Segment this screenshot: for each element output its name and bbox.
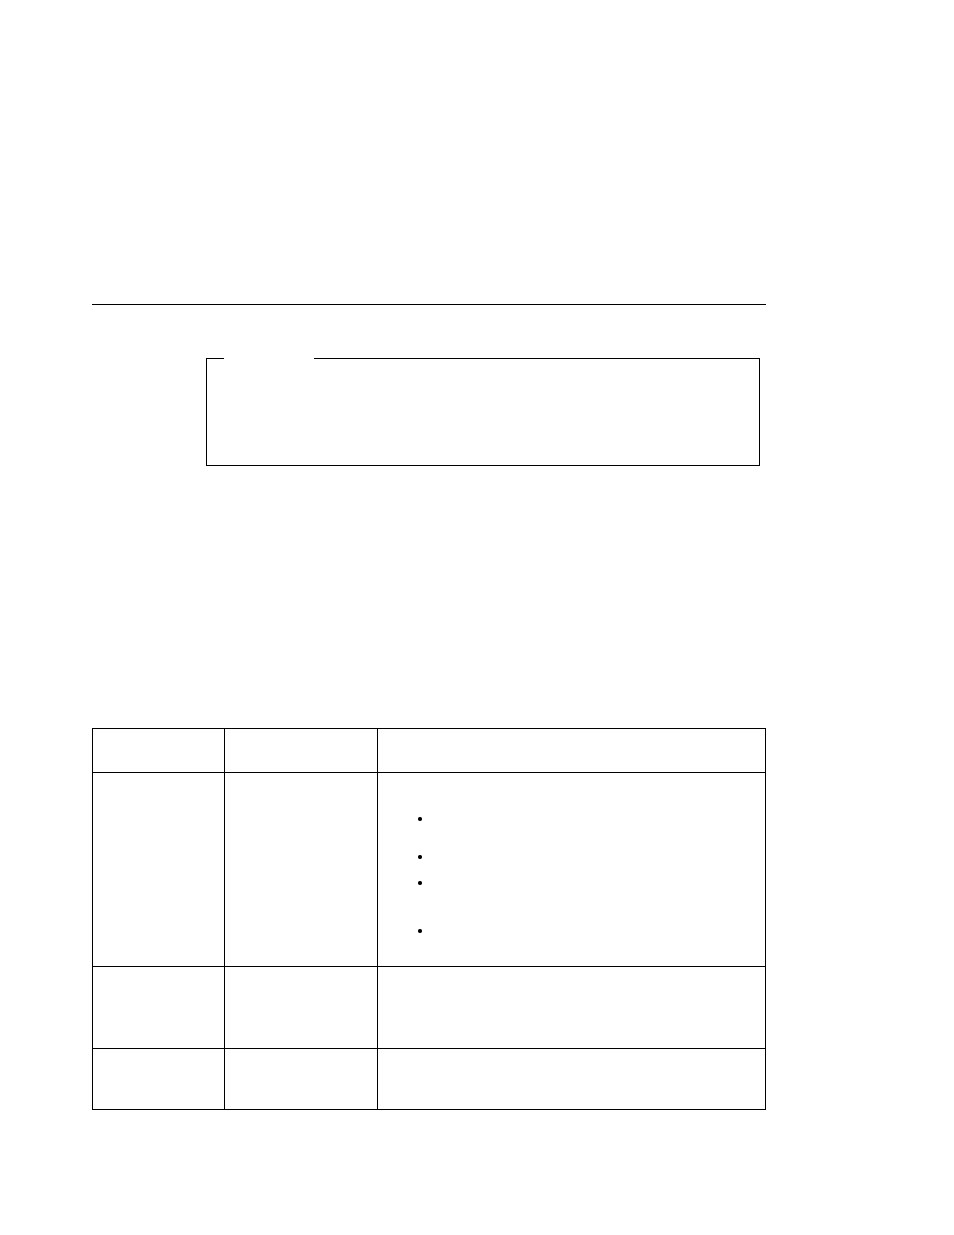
table-cell bbox=[378, 773, 765, 966]
bullet-icon bbox=[418, 881, 422, 885]
table-cell bbox=[378, 1049, 765, 1109]
bullet-icon bbox=[418, 817, 422, 821]
table-cell bbox=[93, 967, 225, 1048]
table-cell bbox=[225, 1049, 378, 1109]
table-row bbox=[93, 773, 765, 967]
table-row bbox=[93, 1049, 765, 1109]
note-box-tab-gap bbox=[224, 352, 314, 364]
bullet-list bbox=[418, 817, 422, 933]
table-header-cell bbox=[93, 729, 225, 772]
table-row bbox=[93, 967, 765, 1049]
table-header-cell bbox=[378, 729, 765, 772]
table-cell bbox=[225, 773, 378, 966]
bullet-icon bbox=[418, 929, 422, 933]
table-header-row bbox=[93, 729, 765, 773]
bullet-icon bbox=[418, 855, 422, 859]
content-area bbox=[92, 304, 766, 305]
table-header-cell bbox=[225, 729, 378, 772]
table-cell bbox=[378, 967, 765, 1048]
table-cell bbox=[93, 773, 225, 966]
horizontal-rule bbox=[92, 304, 766, 305]
table-cell bbox=[225, 967, 378, 1048]
table-cell bbox=[93, 1049, 225, 1109]
data-table bbox=[92, 728, 766, 1110]
note-box bbox=[206, 358, 760, 466]
